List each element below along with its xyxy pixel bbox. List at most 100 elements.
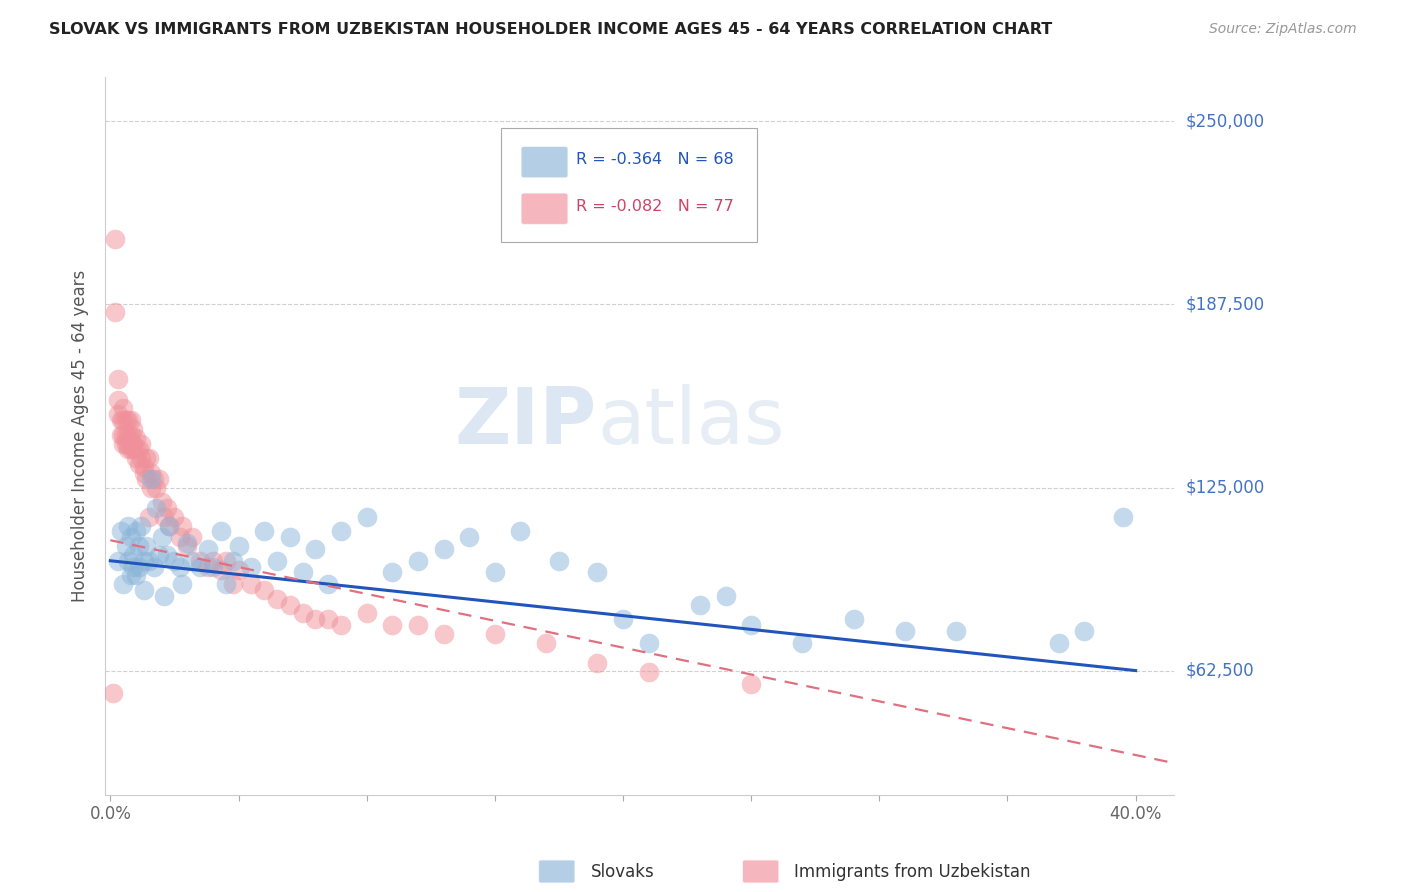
Point	[141, 481, 163, 495]
Point	[153, 509, 176, 524]
Point	[637, 636, 659, 650]
Point	[1073, 624, 1095, 638]
Point	[132, 582, 155, 597]
Point	[135, 472, 157, 486]
Point	[169, 530, 191, 544]
Text: atlas: atlas	[598, 384, 785, 460]
Point	[181, 530, 204, 544]
Point	[253, 524, 276, 539]
Point	[176, 539, 198, 553]
Point	[381, 566, 404, 580]
Point	[117, 436, 139, 450]
Point	[114, 539, 136, 553]
Point	[157, 518, 180, 533]
Point	[356, 509, 378, 524]
Point	[509, 524, 531, 539]
Point	[945, 624, 967, 638]
Point	[110, 524, 132, 539]
Point	[128, 442, 150, 457]
Point	[215, 577, 238, 591]
Point	[122, 548, 145, 562]
Point	[304, 612, 326, 626]
Point	[586, 657, 609, 671]
Point	[120, 427, 142, 442]
Point	[197, 559, 219, 574]
Text: R = -0.364   N = 68: R = -0.364 N = 68	[575, 153, 734, 168]
Text: $250,000: $250,000	[1185, 112, 1264, 130]
Point	[156, 501, 179, 516]
Point	[197, 541, 219, 556]
Point	[138, 509, 160, 524]
Point	[153, 589, 176, 603]
Point	[1047, 636, 1070, 650]
Point	[381, 618, 404, 632]
Point	[128, 559, 150, 574]
Point	[240, 577, 263, 591]
Point	[112, 577, 135, 591]
Point	[278, 530, 301, 544]
Point	[169, 559, 191, 574]
Point	[120, 436, 142, 450]
Point	[432, 541, 454, 556]
Point	[120, 413, 142, 427]
Point	[534, 636, 557, 650]
Point	[222, 577, 245, 591]
Point	[188, 559, 211, 574]
Point	[266, 591, 288, 606]
Point	[117, 518, 139, 533]
Point	[132, 460, 155, 475]
Point	[201, 559, 224, 574]
FancyBboxPatch shape	[501, 128, 758, 243]
Point	[228, 539, 250, 553]
Point	[304, 541, 326, 556]
Point	[842, 612, 865, 626]
Text: Source: ZipAtlas.com: Source: ZipAtlas.com	[1209, 22, 1357, 37]
Point	[240, 559, 263, 574]
Point	[129, 436, 152, 450]
Point	[432, 627, 454, 641]
Point	[120, 442, 142, 457]
Point	[117, 413, 139, 427]
Point	[120, 568, 142, 582]
Point	[356, 607, 378, 621]
Point	[278, 598, 301, 612]
Point	[142, 472, 165, 486]
Point	[172, 577, 194, 591]
Point	[135, 451, 157, 466]
Point	[125, 568, 148, 582]
Point	[181, 554, 204, 568]
Point	[163, 509, 186, 524]
Point	[145, 481, 167, 495]
Text: $62,500: $62,500	[1185, 662, 1254, 680]
Point	[141, 466, 163, 480]
Point	[114, 427, 136, 442]
Point	[128, 539, 150, 553]
Point	[107, 392, 129, 407]
Point	[172, 518, 194, 533]
Point	[316, 577, 339, 591]
Point	[125, 431, 148, 445]
Point	[114, 413, 136, 427]
Point	[132, 554, 155, 568]
Point	[176, 536, 198, 550]
Point	[740, 677, 762, 691]
Text: Slovaks: Slovaks	[591, 863, 654, 881]
Point	[135, 539, 157, 553]
Point	[141, 472, 163, 486]
Point	[112, 436, 135, 450]
Point	[125, 442, 148, 457]
Point	[122, 559, 145, 574]
Point	[228, 562, 250, 576]
Y-axis label: Householder Income Ages 45 - 64 years: Householder Income Ages 45 - 64 years	[72, 270, 89, 602]
Point	[114, 436, 136, 450]
Point	[117, 554, 139, 568]
Point	[150, 495, 173, 509]
Point	[117, 442, 139, 457]
Text: $187,500: $187,500	[1185, 295, 1264, 313]
Point	[110, 413, 132, 427]
Point	[689, 598, 711, 612]
Point	[163, 554, 186, 568]
Point	[586, 566, 609, 580]
Point	[148, 472, 170, 486]
Point	[222, 554, 245, 568]
